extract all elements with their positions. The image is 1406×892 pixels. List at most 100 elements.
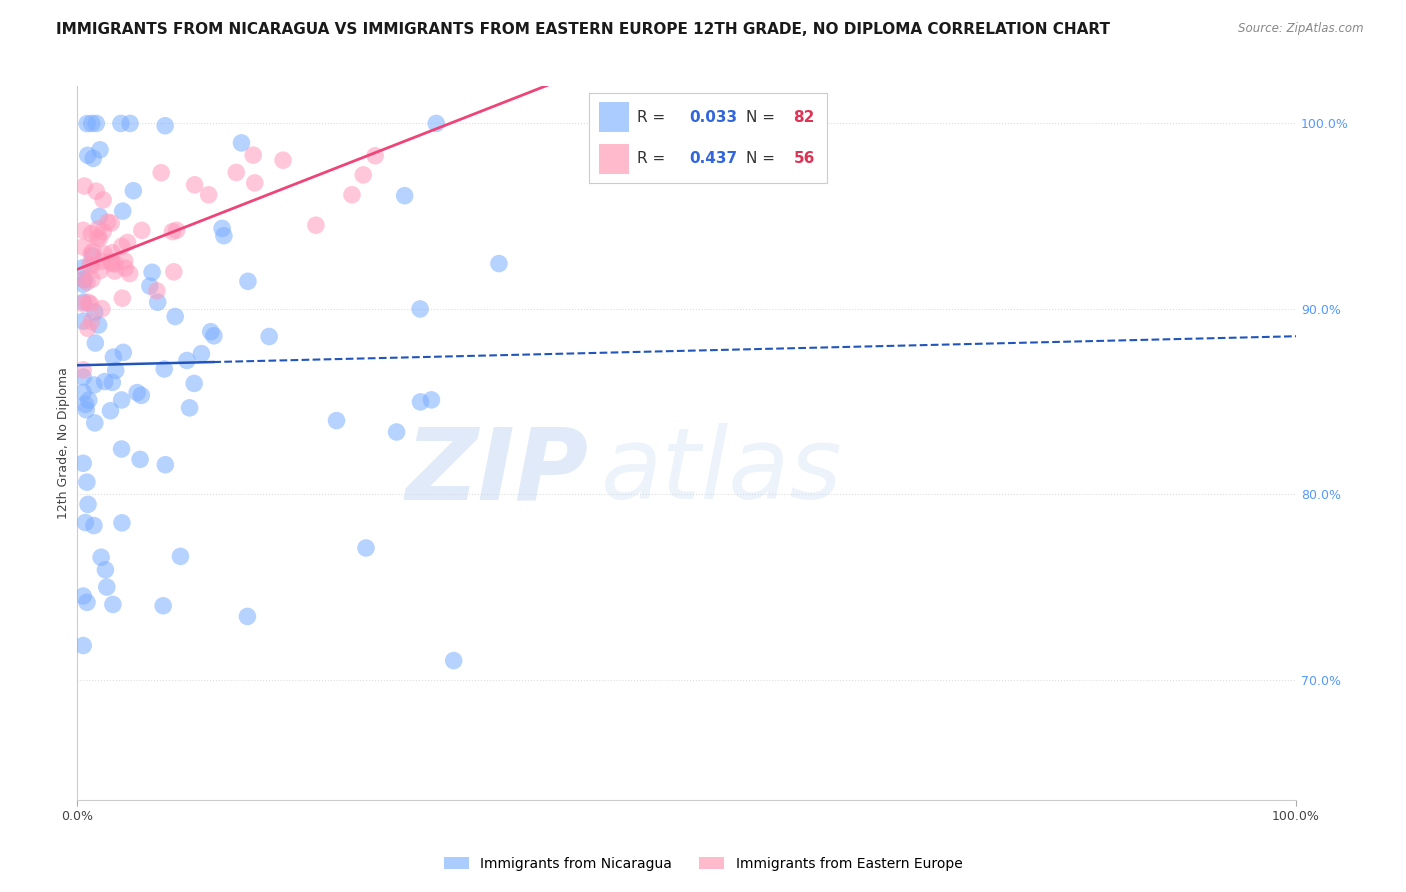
Point [420, 392, 443, 407]
Point [236, 274, 259, 288]
Point [325, 413, 347, 427]
Point [89, 263, 111, 277]
Point [127, 385, 149, 400]
Point [75, 397, 97, 411]
Point [76, 595, 98, 609]
Point [90, 301, 112, 316]
Text: atlas: atlas [602, 424, 844, 520]
Point [352, 168, 374, 182]
Point [202, 328, 225, 343]
Point [80, 314, 103, 328]
Point [72, 272, 94, 286]
Point [364, 149, 387, 163]
Point [73, 273, 96, 287]
Y-axis label: 12th Grade, No Diploma: 12th Grade, No Diploma [58, 368, 70, 519]
Point [101, 376, 124, 390]
Point [72, 260, 94, 275]
Point [72, 363, 94, 377]
Point [82, 152, 104, 166]
Point [77, 393, 100, 408]
Point [179, 401, 201, 415]
Point [409, 301, 432, 316]
Point [165, 310, 187, 324]
Point [80, 227, 103, 241]
Point [150, 166, 173, 180]
Point [76, 321, 98, 335]
Point [176, 353, 198, 368]
Point [87, 222, 110, 236]
Point [72, 370, 94, 384]
Point [72, 295, 94, 310]
Point [76, 475, 98, 490]
Point [80, 116, 103, 130]
Point [72, 240, 94, 254]
Point [82, 249, 104, 263]
Point [197, 187, 219, 202]
Point [488, 256, 510, 270]
Point [72, 385, 94, 400]
Point [129, 452, 152, 467]
Point [104, 264, 127, 278]
Point [183, 178, 205, 192]
Point [394, 188, 416, 202]
Point [103, 350, 125, 364]
Point [80, 247, 103, 261]
Point [87, 318, 110, 332]
Point [72, 296, 94, 310]
Point [141, 265, 163, 279]
Point [83, 378, 105, 392]
Point [146, 284, 169, 298]
Point [93, 375, 115, 389]
Point [183, 376, 205, 391]
Point [153, 119, 176, 133]
Point [354, 541, 377, 555]
Point [100, 216, 122, 230]
Point [162, 225, 184, 239]
Point [75, 516, 97, 530]
Point [111, 239, 134, 253]
Point [75, 402, 97, 417]
Text: Source: ZipAtlas.com: Source: ZipAtlas.com [1239, 22, 1364, 36]
Point [80, 272, 103, 286]
Point [80, 259, 103, 273]
Point [118, 267, 141, 281]
Point [73, 179, 96, 194]
Point [77, 295, 100, 310]
Point [100, 254, 122, 268]
Point [409, 395, 432, 409]
Point [89, 231, 111, 245]
Point [79, 297, 101, 311]
Point [101, 598, 124, 612]
Point [131, 388, 153, 402]
Point [271, 153, 294, 168]
Point [76, 148, 98, 162]
Point [443, 654, 465, 668]
Point [104, 363, 127, 377]
Point [82, 244, 104, 259]
Point [72, 223, 94, 237]
Point [90, 254, 112, 268]
Point [242, 148, 264, 162]
Point [83, 305, 105, 319]
Point [163, 265, 186, 279]
Text: ZIP: ZIP [406, 424, 589, 520]
Point [83, 416, 105, 430]
Point [152, 599, 174, 613]
Point [91, 225, 114, 239]
Point [111, 291, 134, 305]
Point [231, 136, 253, 150]
Point [146, 295, 169, 310]
Text: IMMIGRANTS FROM NICARAGUA VS IMMIGRANTS FROM EASTERN EUROPE 12TH GRADE, NO DIPLO: IMMIGRANTS FROM NICARAGUA VS IMMIGRANTS … [56, 22, 1111, 37]
Point [139, 279, 162, 293]
Point [94, 563, 117, 577]
Point [83, 518, 105, 533]
Point [84, 184, 107, 198]
Point [200, 325, 222, 339]
Point [84, 336, 107, 351]
Point [111, 204, 134, 219]
Point [111, 392, 134, 407]
Point [257, 329, 280, 343]
Point [97, 215, 120, 229]
Point [72, 589, 94, 603]
Point [169, 549, 191, 564]
